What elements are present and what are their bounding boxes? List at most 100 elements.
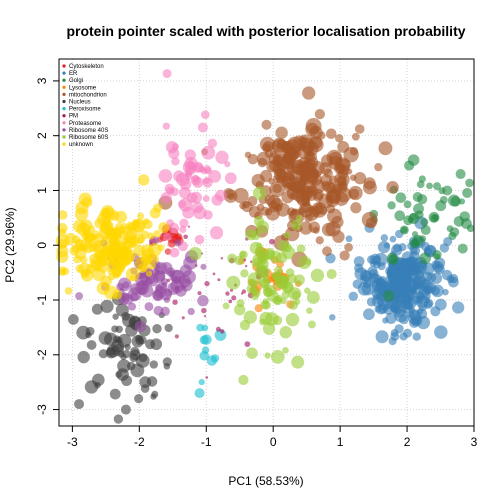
point-unknown: [158, 222, 170, 234]
point-golgi: [442, 185, 453, 196]
point-ribosome-40s: [163, 296, 171, 303]
point-unknown: [142, 254, 152, 264]
point-mitochondrion: [227, 192, 235, 201]
point-er: [422, 285, 432, 295]
point-peroxisome: [201, 324, 209, 332]
point-ribosome-60s: [188, 246, 202, 261]
point-ribosome-60s: [293, 274, 305, 286]
point-mitochondrion: [302, 86, 316, 100]
point-proteasome: [203, 165, 212, 173]
point-golgi: [411, 231, 419, 238]
point-unknown: [64, 287, 73, 295]
point-er: [362, 280, 372, 289]
point-er: [382, 317, 389, 324]
point-mitochondrion: [261, 119, 272, 130]
legend-marker-unknown: [62, 142, 66, 146]
point-ribosome-60s: [240, 269, 249, 278]
point-er: [389, 235, 397, 243]
point-er: [420, 241, 430, 251]
x-tick-label: -1: [201, 435, 212, 449]
point-ribosome-40s: [161, 281, 168, 288]
point-er: [441, 269, 453, 281]
point-mitochondrion: [309, 125, 323, 140]
point-unknown: [112, 260, 125, 273]
point-nucleus: [129, 353, 139, 363]
point-ribosome-60s: [304, 287, 311, 294]
point-mitochondrion: [301, 194, 309, 201]
point-golgi: [453, 216, 465, 227]
point-ribosome-60s: [307, 320, 316, 329]
y-tick-label: -1: [35, 294, 49, 305]
point-nucleus: [134, 394, 144, 404]
point-er: [348, 291, 358, 301]
point-ribosome-60s: [262, 284, 270, 292]
point-unknown: [121, 245, 133, 257]
point-er: [375, 303, 387, 315]
point-pm: [174, 334, 179, 339]
point-mitochondrion: [354, 124, 365, 134]
legend-marker-nucleus: [62, 99, 66, 104]
point-proteasome: [209, 226, 224, 240]
legend-label-unknown: unknown: [69, 142, 93, 148]
point-ribosome-60s: [252, 186, 267, 200]
point-mitochondrion: [244, 151, 252, 159]
point-mitochondrion: [322, 246, 332, 257]
point-golgi: [403, 200, 412, 209]
x-tick-label: -3: [67, 435, 78, 449]
point-mitochondrion: [362, 180, 377, 195]
point-mitochondrion: [251, 173, 265, 188]
point-ribosome-60s: [280, 276, 290, 286]
point-er: [414, 261, 428, 274]
y-tick-label: 2: [35, 132, 49, 139]
point-pm: [269, 238, 275, 245]
point-unknown: [129, 274, 136, 281]
point-proteasome: [200, 110, 210, 120]
point-nucleus: [117, 333, 132, 348]
point-mitochondrion: [374, 163, 383, 172]
point-er: [414, 294, 423, 304]
point-pm: [205, 376, 209, 379]
x-tick-label: 1: [337, 435, 344, 449]
y-tick-label: -2: [35, 349, 49, 360]
point-unknown: [150, 254, 160, 264]
point-proteasome: [168, 147, 180, 159]
legend-label-er: ER: [69, 71, 78, 77]
point-unknown: [58, 228, 67, 236]
point-er: [398, 314, 409, 325]
point-proteasome: [194, 234, 205, 245]
point-ribosome-60s: [285, 312, 300, 327]
legend: CytoskeletonERGolgiLysosomemitochondrion…: [62, 64, 108, 148]
point-ribosome-60s: [227, 253, 237, 264]
point-proteasome: [162, 69, 172, 79]
point-er: [431, 286, 441, 296]
point-ribosome-60s: [254, 265, 268, 278]
point-mitochondrion: [306, 185, 318, 197]
point-mitochondrion: [268, 177, 275, 185]
point-er: [363, 308, 375, 321]
point-unknown: [56, 250, 69, 263]
point-pm: [231, 295, 237, 301]
point-proteasome: [158, 169, 173, 183]
point-er: [442, 288, 449, 296]
point-nucleus: [140, 384, 150, 393]
point-ribosome-60s: [264, 312, 279, 326]
point-golgi: [446, 225, 454, 232]
y-tick-label: 3: [35, 77, 49, 84]
legend-label-pm: PM: [69, 114, 78, 120]
point-nucleus: [77, 350, 90, 364]
point-unknown: [80, 268, 94, 282]
point-nucleus: [74, 399, 85, 410]
point-proteasome: [173, 170, 185, 182]
point-nucleus: [100, 299, 114, 313]
point-golgi: [457, 243, 468, 254]
point-golgi: [432, 250, 442, 260]
point-ribosome-60s: [282, 243, 292, 253]
point-ribosome-60s: [310, 268, 325, 283]
point-ribosome-60s: [290, 219, 302, 231]
point-nucleus: [115, 303, 129, 317]
point-unknown: [112, 289, 123, 300]
data-points: [55, 69, 475, 424]
legend-marker-pm: [62, 114, 66, 118]
point-mitochondrion: [337, 183, 348, 193]
